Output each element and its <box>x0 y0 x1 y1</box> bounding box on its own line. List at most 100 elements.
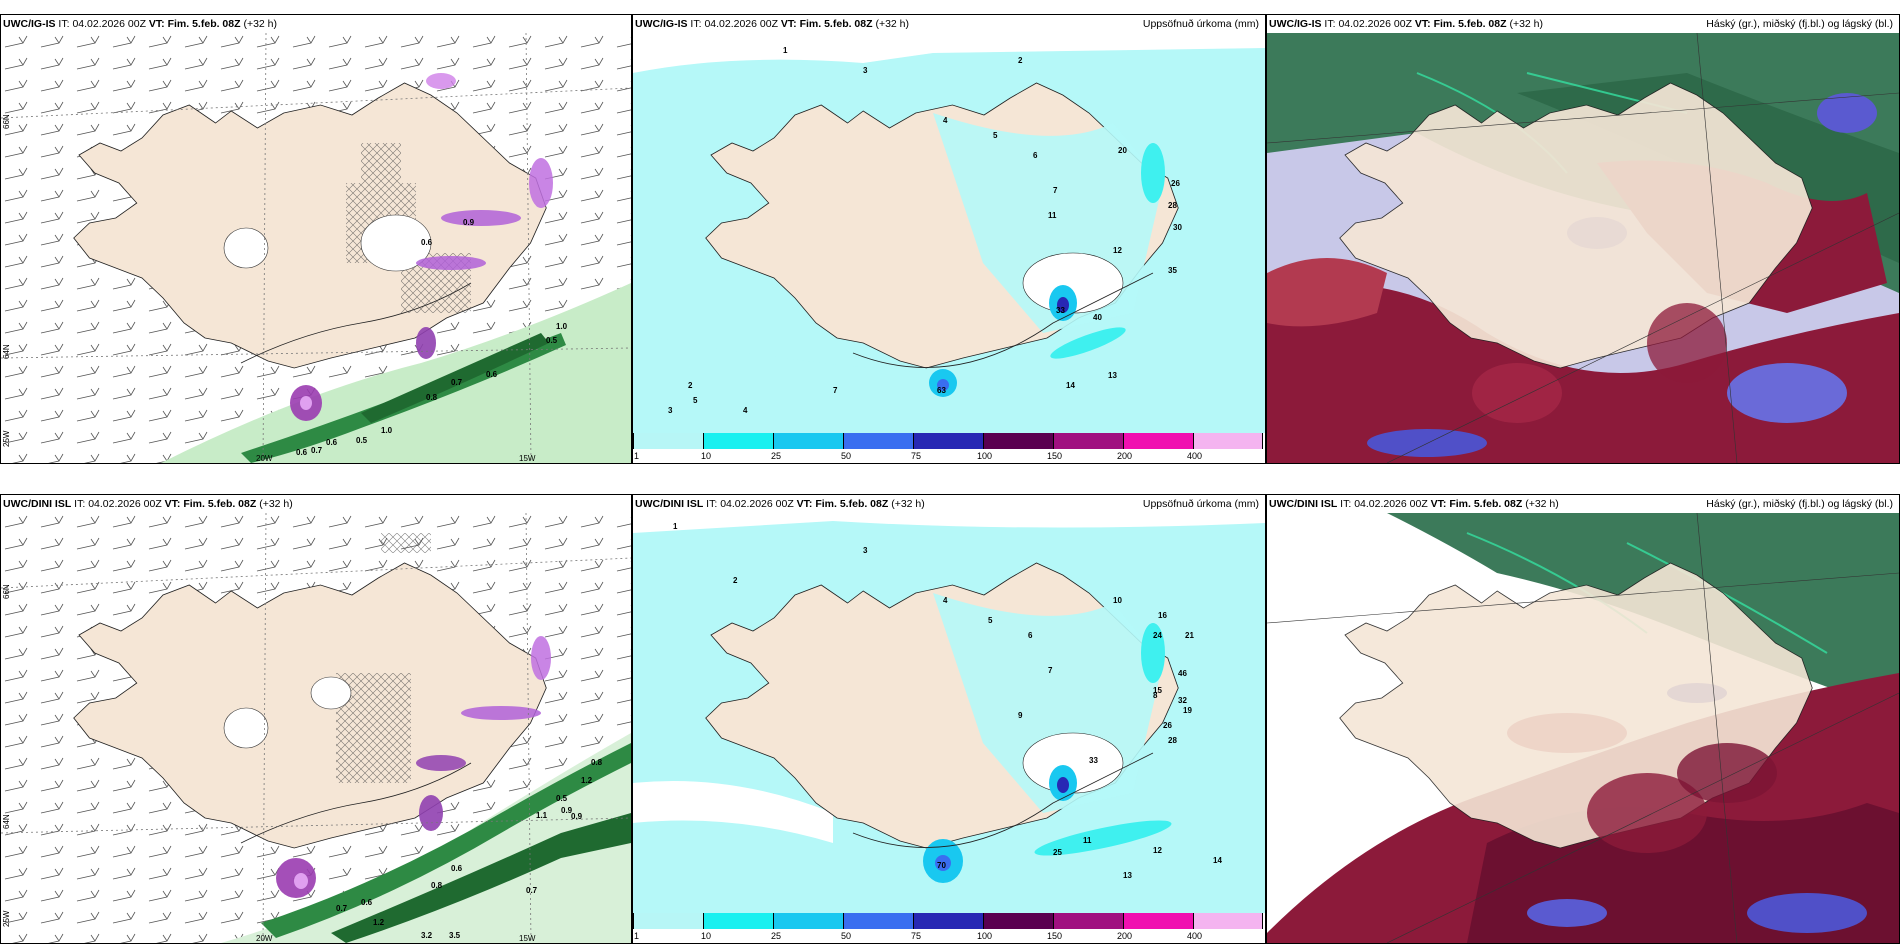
model-name: UWC/DINI ISL <box>635 498 704 510</box>
precip-value: 33 <box>1089 756 1098 765</box>
field-title: Uppsöfnuð úrkoma (mm) <box>1142 498 1259 510</box>
precip-value: 14 <box>1066 381 1075 390</box>
model-name: UWC/IG-IS <box>635 18 688 30</box>
it-value: 04.02.2026 00Z <box>704 18 778 30</box>
colorbar-tick: 200 <box>1117 931 1133 941</box>
colorbar-tick: 75 <box>911 451 922 461</box>
colorbar-tick: 25 <box>771 931 782 941</box>
precip-value: 25 <box>1053 848 1062 857</box>
snow-value: 0.7 <box>451 378 463 387</box>
precip-value: 16 <box>1158 611 1167 620</box>
vt-value: Fim. 5.feb. 08Z <box>815 498 889 510</box>
it-value: 04.02.2026 00Z <box>88 498 162 510</box>
lon-label: 20W <box>256 454 273 463</box>
precip-value: 2 <box>688 381 693 390</box>
colorbar-bin <box>633 433 703 449</box>
precip-value: 46 <box>1178 669 1187 678</box>
snow-value: 0.9 <box>571 812 583 821</box>
colorbar-tick: 150 <box>1047 931 1063 941</box>
lat-label: 66N <box>2 584 11 599</box>
precip-value: 28 <box>1168 201 1177 210</box>
snow-value: 1.2 <box>373 918 385 927</box>
colorbar-tick: 50 <box>841 451 852 461</box>
vt-label: VT: <box>780 18 797 30</box>
map-area: 0.8 1.2 0.5 0.9 1.1 0.6 0.9 0.7 0.6 0.8 … <box>1 513 631 943</box>
colorbar-tick: 100 <box>977 931 993 941</box>
colorbar-bin <box>773 433 843 449</box>
precip-value: 20 <box>1118 146 1127 155</box>
colorbar-bin <box>1053 433 1123 449</box>
colorbar-bin <box>1053 913 1123 929</box>
map-area <box>1267 513 1899 943</box>
precip-value: 3 <box>863 546 868 555</box>
lon-label: 15W <box>519 934 536 943</box>
snow-value: 0.6 <box>486 370 498 379</box>
lead-time: (+32 h) <box>259 498 293 510</box>
panel-header: UWC/DINI ISL IT: 04.02.2026 00Z VT: Fim.… <box>1267 495 1899 513</box>
precip-value: 3 <box>668 406 673 415</box>
precip-value: 30 <box>1173 223 1182 232</box>
field-title: Háský (gr.), miðský (fj.bl.) og lágský (… <box>1706 498 1893 510</box>
map-area: 1.0 0.6 0.7 0.8 1.0 0.5 0.6 0.7 0.6 0.5 … <box>1 33 631 463</box>
precip-value: 7 <box>1048 666 1053 675</box>
lat-label: 64N <box>2 814 11 829</box>
precip-value: 4 <box>743 406 748 415</box>
snow-value: 0.5 <box>546 336 558 345</box>
snow-value: 0.8 <box>426 393 438 402</box>
snow-value: 0.7 <box>336 904 348 913</box>
map-area: 1 2 3 4 5 6 7 8 9 10 11 12 13 14 15 16 1… <box>633 513 1265 943</box>
precip-value: 24 <box>1153 631 1162 640</box>
snow-value: 0.5 <box>356 436 368 445</box>
snow-value: 0.6 <box>451 864 463 873</box>
colorbar-bin <box>633 913 703 929</box>
precip-value: 2 <box>733 576 738 585</box>
precip-colorbar: 1 10 25 50 75 100 150 200 400 <box>633 913 1263 943</box>
model-name: UWC/IG-IS <box>3 18 56 30</box>
field-title: Háský (gr.), miðský (fj.bl.) og lágský (… <box>1706 18 1893 30</box>
lead-time: (+32 h) <box>1525 498 1559 510</box>
lead-time: (+32 h) <box>1509 18 1544 30</box>
vt-label: VT: <box>1414 18 1431 30</box>
colorbar-tick: 75 <box>911 931 922 941</box>
precip-value: 5 <box>988 616 993 625</box>
it-value: 04.02.2026 00Z <box>720 498 794 510</box>
it-label: IT: <box>74 498 86 510</box>
snow-value: 1.1 <box>536 811 548 820</box>
lon-label: 20W <box>256 934 273 943</box>
colorbar-tick: 400 <box>1187 451 1203 461</box>
colorbar-bin <box>983 433 1053 449</box>
panel-header: UWC/DINI ISL IT: 04.02.2026 00Z VT: Fim.… <box>633 495 1265 513</box>
lead-time: (+32 h) <box>891 498 925 510</box>
lon-label: 25W <box>2 910 11 927</box>
precip-value: 14 <box>1213 856 1222 865</box>
model-name: UWC/IG-IS <box>1269 18 1322 30</box>
it-value: 04.02.2026 00Z <box>1354 498 1428 510</box>
vt-value: Fim. 5.feb. 08Z <box>1449 498 1523 510</box>
snow-value: 0.6 <box>296 448 308 457</box>
it-label: IT: <box>690 18 702 30</box>
snow-value: 3.2 <box>421 931 433 940</box>
precip-value: 5 <box>993 131 998 140</box>
precip-value: 26 <box>1171 179 1180 188</box>
precip-value: 7 <box>1053 186 1058 195</box>
colorbar-tick: 100 <box>977 451 993 461</box>
vt-value: Fim. 5.feb. 08Z <box>183 498 257 510</box>
snow-band-light <box>161 283 631 463</box>
panel-top-right-clouds: UWC/IG-IS IT: 04.02.2026 00Z VT: Fim. 5.… <box>1266 14 1900 464</box>
precip-value: 8 <box>1153 691 1158 700</box>
colorbar-bin <box>913 433 983 449</box>
vt-value: Fim. 5.feb. 08Z <box>799 18 873 30</box>
precip-value: 2 <box>1018 56 1023 65</box>
precip-value: 9 <box>1018 711 1023 720</box>
snow-value: 0.7 <box>526 886 538 895</box>
snow-value: 0.7 <box>311 446 323 455</box>
precip-value: 12 <box>1113 246 1122 255</box>
precip-value: 1 <box>673 522 678 531</box>
precip-value: 10 <box>1113 596 1122 605</box>
lead-time: (+32 h) <box>875 18 910 30</box>
precip-value: 11 <box>1048 211 1057 220</box>
panel-bottom-mid-precip: UWC/DINI ISL IT: 04.02.2026 00Z VT: Fim.… <box>632 494 1266 944</box>
colorbar-tick: 150 <box>1047 451 1063 461</box>
colorbar-bin <box>843 913 913 929</box>
vt-value: Fim. 5.feb. 08Z <box>167 18 241 30</box>
